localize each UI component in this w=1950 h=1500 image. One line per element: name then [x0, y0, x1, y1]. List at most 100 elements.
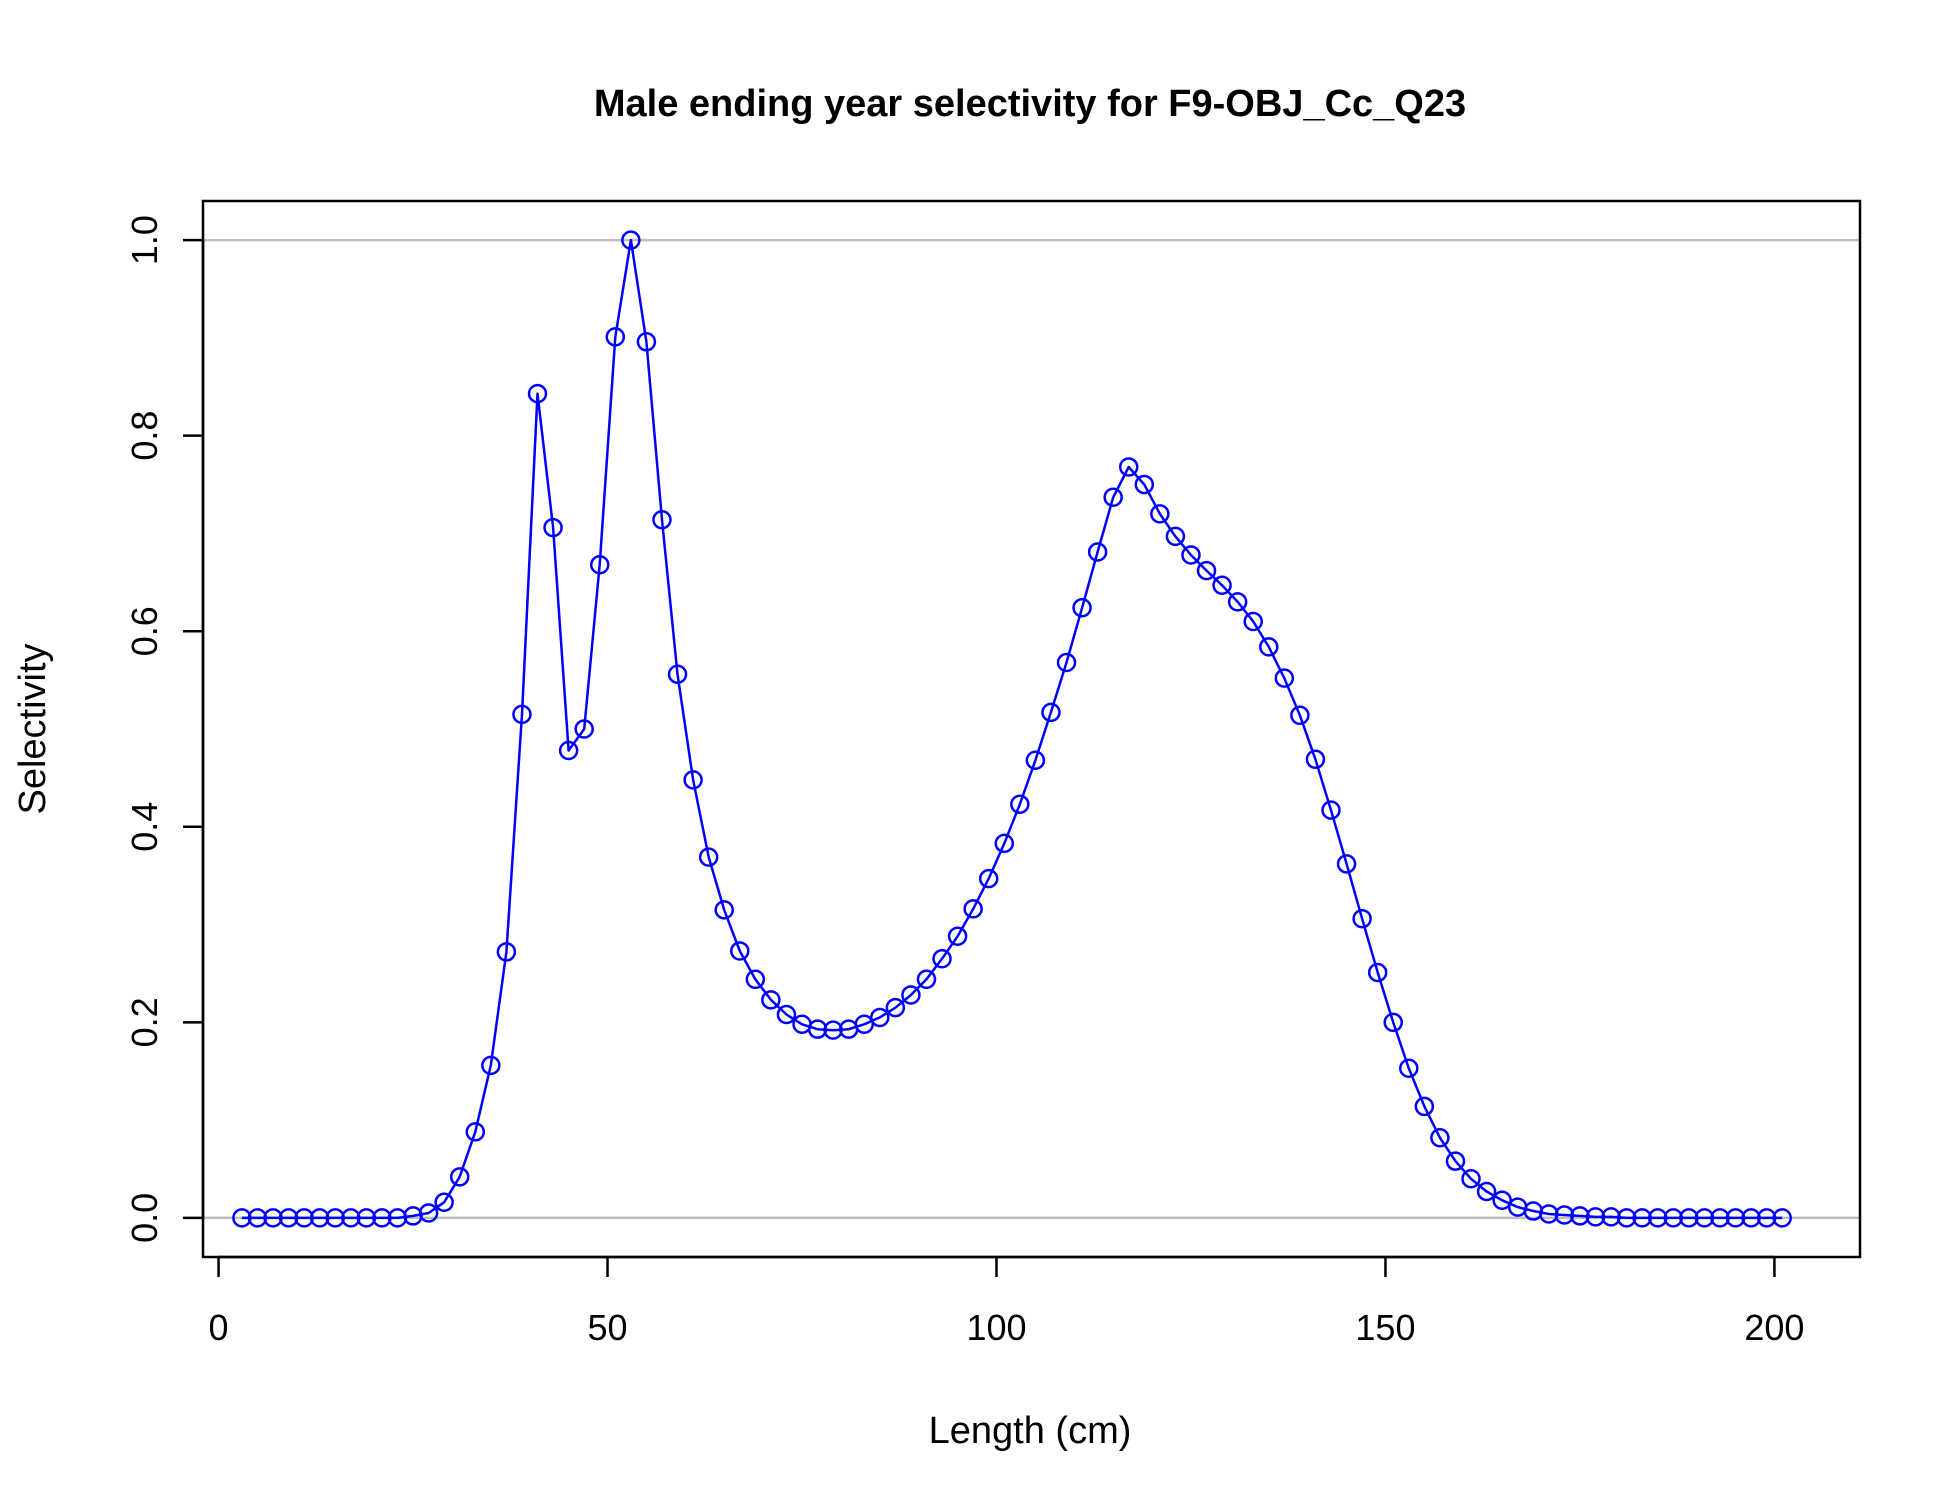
data-point: [1492, 1190, 1512, 1211]
data-point: [870, 1007, 890, 1028]
data-point: [1445, 1151, 1466, 1171]
data-point: [1305, 749, 1326, 770]
data-point: [636, 332, 657, 352]
data-point: [1632, 1208, 1652, 1228]
data-point: [683, 770, 703, 790]
data-point: [1165, 526, 1186, 547]
data-point: [247, 1208, 268, 1228]
data-point: [1290, 705, 1310, 726]
data-point: [1352, 908, 1372, 929]
data-point: [667, 664, 688, 684]
data-point: [1041, 702, 1061, 723]
data-point: [1647, 1208, 1668, 1228]
data-point: [309, 1208, 330, 1228]
data-point: [434, 1192, 454, 1212]
data-point: [1756, 1208, 1777, 1228]
x-tick-label: 200: [1744, 1307, 1804, 1348]
data-point: [589, 554, 610, 575]
data-point: [1570, 1206, 1590, 1226]
data-point: [823, 1020, 843, 1040]
x-tick-label: 100: [966, 1307, 1026, 1348]
y-axis: 0.0 0.2 0.4 0.6 0.8 1.0: [124, 215, 205, 1243]
data-point: [1072, 598, 1092, 618]
data-point: [1087, 542, 1108, 562]
data-point: [605, 327, 626, 347]
reference-lines: [203, 238, 1860, 1220]
data-point: [512, 704, 532, 725]
data-point: [776, 1004, 797, 1025]
y-tick-label: 0.8: [124, 411, 165, 461]
data-point: [527, 383, 548, 404]
data-point: [543, 517, 563, 538]
data-point: [372, 1208, 392, 1228]
data-point: [1134, 474, 1155, 495]
data-point: [278, 1208, 299, 1228]
data-point: [325, 1208, 345, 1228]
data-point: [1476, 1181, 1497, 1202]
data-point: [932, 949, 952, 969]
data-point: [1181, 545, 1201, 565]
data-point: [232, 1208, 252, 1228]
data-point: [807, 1019, 828, 1039]
data-point: [621, 230, 641, 250]
data-point: [449, 1167, 470, 1187]
data-point: [1399, 1058, 1419, 1079]
data-point: [714, 900, 734, 920]
data-point: [901, 985, 921, 1005]
y-axis-title: Selectivity: [12, 643, 54, 814]
data-point: [1414, 1096, 1435, 1117]
data-point: [1196, 560, 1217, 581]
data-point: [652, 510, 672, 530]
data-point: [481, 1055, 501, 1076]
data-point: [1010, 794, 1030, 815]
x-tick-label: 0: [209, 1307, 229, 1348]
data-point: [1616, 1208, 1637, 1228]
data-point: [1367, 962, 1388, 983]
data-point: [885, 997, 906, 1018]
data-point: [730, 941, 750, 961]
data-point: [854, 1014, 874, 1035]
data-point: [1679, 1208, 1699, 1228]
data-point: [465, 1122, 486, 1142]
data-point: [761, 990, 781, 1010]
data-point: [1539, 1204, 1559, 1224]
data-point: [1383, 1012, 1403, 1033]
data-point: [1118, 457, 1139, 477]
data-point: [418, 1203, 439, 1223]
x-axis: 0 50 100 150 200: [209, 1255, 1804, 1348]
data-point: [558, 740, 579, 761]
data-point: [1694, 1208, 1715, 1228]
chart-title: Male ending year selectivity for F9-OBJ_…: [594, 83, 1466, 125]
data-point: [698, 847, 719, 867]
data-point: [1243, 611, 1263, 632]
data-point: [1725, 1208, 1746, 1228]
data-point: [1103, 487, 1123, 508]
y-tick-label: 0.4: [124, 802, 165, 852]
data-point: [1150, 504, 1170, 524]
x-tick-label: 150: [1355, 1307, 1415, 1348]
data-point: [1585, 1207, 1606, 1227]
data-point: [1025, 750, 1046, 771]
y-tick-label: 0.2: [124, 997, 165, 1047]
data-point: [745, 969, 766, 990]
data-point: [1663, 1208, 1684, 1228]
data-point: [574, 719, 594, 739]
data-point: [294, 1208, 314, 1228]
data-point: [496, 942, 517, 962]
data-point: [978, 868, 999, 889]
data-point: [947, 926, 968, 947]
data-point: [1554, 1205, 1575, 1225]
data-point: [1710, 1208, 1730, 1228]
data-point: [1461, 1169, 1481, 1189]
data-point: [341, 1208, 361, 1228]
data-point: [1741, 1208, 1761, 1228]
y-tick-label: 0.0: [124, 1193, 165, 1243]
x-axis-title: Length (cm): [929, 1410, 1132, 1452]
y-tick-label: 0.6: [124, 606, 165, 656]
data-point: [916, 969, 937, 990]
data-point: [1321, 800, 1341, 820]
data-point: [1259, 637, 1279, 657]
y-tick-label: 1.0: [124, 215, 165, 265]
